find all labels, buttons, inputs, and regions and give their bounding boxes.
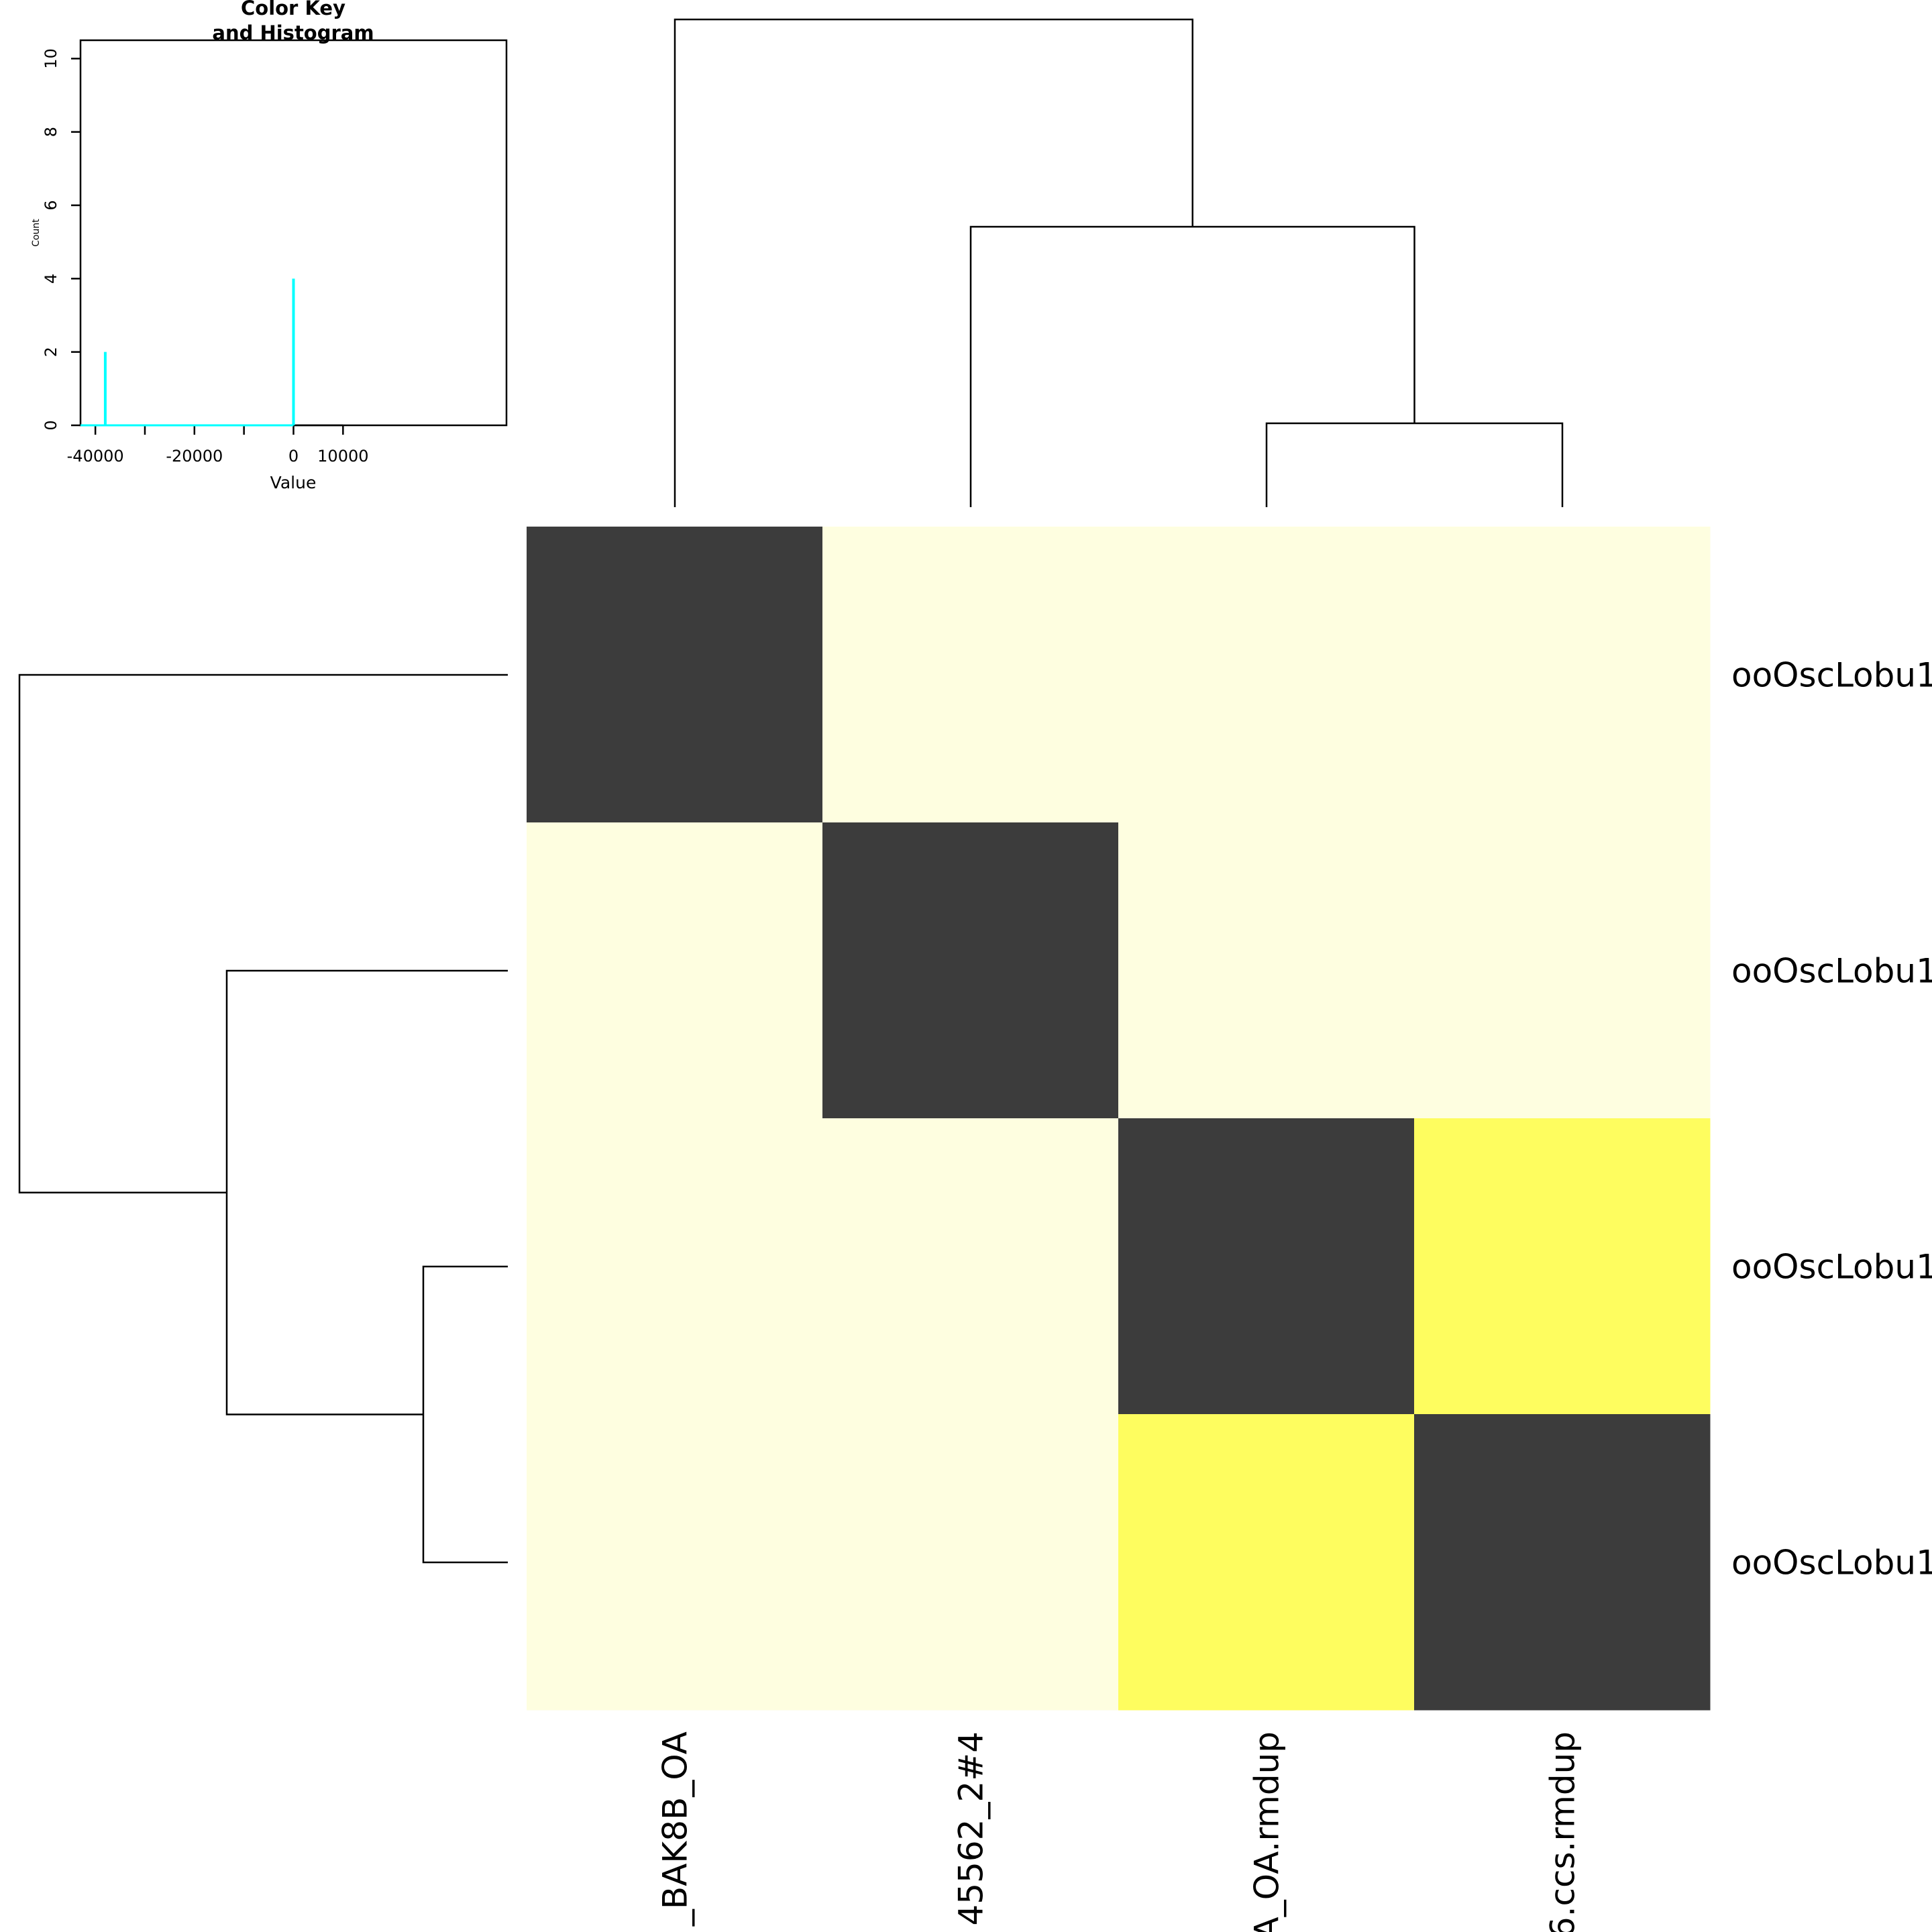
heatmap-cell-r3-c4 xyxy=(1414,1118,1711,1415)
row-label-1: ooOscLobu1 xyxy=(1731,656,1932,695)
heatmap-cell-r2-c4 xyxy=(1414,822,1711,1119)
histogram-title-line-2: and Histogram xyxy=(212,21,374,44)
heatmap-cells xyxy=(527,527,1711,1711)
row-label-2: ooOscLobu1 xyxy=(1731,952,1932,991)
heatmap-cell-r1-c3 xyxy=(1118,527,1415,823)
color-key-histogram: Color Key and Histogram -40000 -20000 0 10000… xyxy=(31,0,508,492)
column-label-1: _BAK8B_OA xyxy=(656,1731,695,1927)
heatmap-cell-r1-c1 xyxy=(527,527,823,823)
histogram-x-tick-label-4: 10000 xyxy=(317,447,368,466)
histogram-y-tick-label-2: 2 xyxy=(42,347,60,357)
row-dendrogram-branch-3 xyxy=(18,674,508,1193)
heatmap-cell-r2-c2 xyxy=(822,822,1119,1119)
column-dendrogram xyxy=(674,18,1564,507)
heatmap-cell-r2-c3 xyxy=(1118,822,1415,1119)
heatmap-cell-r3-c3 xyxy=(1118,1118,1415,1415)
heatmap-cell-r3-c1 xyxy=(527,1118,823,1415)
column-dendrogram-branch-2 xyxy=(969,225,1415,507)
heatmap-cell-r3-c2 xyxy=(822,1118,1119,1415)
heatmap-cell-r4-c1 xyxy=(527,1414,823,1711)
column-dendrogram-branch-1 xyxy=(1265,422,1564,507)
histogram-y-tick-label-6: 10 xyxy=(42,48,60,69)
row-dendrogram xyxy=(18,674,508,1564)
column-label-2: 45562_2#4 xyxy=(952,1731,991,1926)
heatmap-cell-r4-c4 xyxy=(1414,1414,1711,1711)
histogram-y-tick-label-1: 0 xyxy=(42,420,60,430)
heatmap-cell-r1-c4 xyxy=(1414,527,1711,823)
histogram-y-tick-label-5: 8 xyxy=(42,127,60,137)
histogram-x-tick-label-1: -40000 xyxy=(67,447,124,466)
histogram-x-tick-label-3: 0 xyxy=(288,447,299,466)
column-label-3: A_OA.rmdup xyxy=(1248,1731,1287,1932)
row-label-3: ooOscLobu1 xyxy=(1731,1248,1932,1287)
heatmap-cell-r1-c2 xyxy=(822,527,1119,823)
row-label-4: ooOscLobu1 xyxy=(1731,1544,1932,1582)
heatmap-cell-r4-c3 xyxy=(1118,1414,1415,1711)
histogram-x-label: Value xyxy=(270,473,317,492)
row-dendrogram-branch-2 xyxy=(225,969,508,1415)
histogram-y-tick-label-4: 6 xyxy=(42,200,60,210)
histogram-y-label: Count xyxy=(31,219,42,247)
histogram-x-tick-label-2: -20000 xyxy=(166,447,223,466)
heatmap-cell-r4-c2 xyxy=(822,1414,1119,1711)
heatmap-cell-r2-c1 xyxy=(527,822,823,1119)
column-labels: _BAK8B_OA 45562_2#4 A_OA.rmdup 6.ccs.rmdup xyxy=(656,1731,1582,1932)
row-dendrogram-branch-1 xyxy=(422,1265,508,1564)
histogram-y-tick-label-3: 4 xyxy=(42,274,60,284)
column-label-4: 6.ccs.rmdup xyxy=(1544,1731,1582,1932)
histogram-title-line-1: Color Key xyxy=(241,0,345,19)
row-labels: ooOscLobu1 ooOscLobu1 ooOscLobu1 ooOscLobu1 xyxy=(1731,656,1932,1582)
column-dendrogram-branch-3 xyxy=(674,18,1193,507)
